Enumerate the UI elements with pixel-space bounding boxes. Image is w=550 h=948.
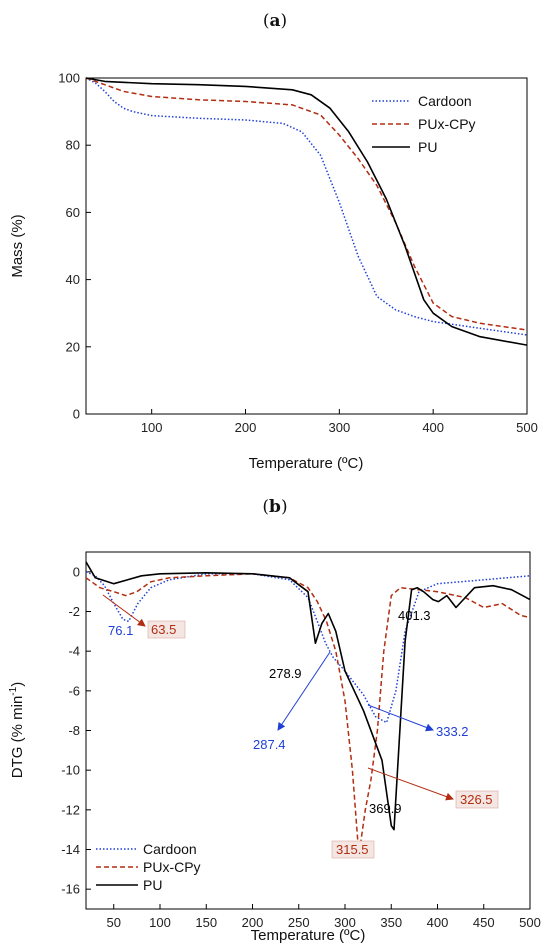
label-369-9: 369.9 [369,801,402,816]
x-tick-label-b: 350 [380,915,402,930]
arrow-287-4 [277,651,331,731]
legend-b: Cardoon PUx-CPy PU [96,841,201,893]
x-tick-label-a: 100 [141,420,163,435]
y-tick-label-b: -6 [68,683,80,698]
series-line-pux-cpy-a [85,77,528,331]
y-tick-label-b: 0 [73,564,80,579]
legend-b-pu-label: PU [143,877,162,893]
x-axis-title-a: Temperature (ºC) [249,455,364,472]
x-tick-label-b: 300 [334,915,356,930]
label-326-5: 326.5 [460,792,493,807]
label-63-5: 63.5 [151,622,176,637]
x-tick-label-a: 200 [235,420,257,435]
label-76-1: 76.1 [108,623,133,638]
y-tick-label-b: -4 [68,644,80,659]
x-tick-label-a: 300 [328,420,350,435]
series-line-cardoon-b [85,571,531,724]
legend-a-puxcpy-label: PUx-CPy [418,116,476,132]
x-tick-label-b: 500 [519,915,541,930]
plot-area-a [85,77,528,415]
label-278-9: 278.9 [269,666,302,681]
arrow-326-5 [367,767,454,801]
y-tick-label-a: 40 [66,272,80,287]
x-axis-title-b: Temperature (ºC) [251,927,366,944]
arrow-63-5 [102,594,146,627]
y-tick-label-b: -14 [61,842,80,857]
legend-b-puxcpy-label: PUx-CPy [143,859,201,875]
label-326-5-box [455,790,499,809]
series-line-cardoon-a [85,77,528,336]
y-tick-label-a: 100 [58,71,80,86]
label-287-4: 287.4 [253,737,286,752]
series-line-pu-a [85,77,528,346]
y-tick-label-a: 20 [66,339,80,354]
x-tick-label-b: 50 [107,915,121,930]
arrow-333-2 [367,704,434,732]
x-tick-label-b: 400 [427,915,449,930]
mass-chart: 100 200 300 400 500 0 20 40 60 80 100 Temperature… [9,71,538,473]
y-tick-label-b: -16 [61,882,80,897]
series-line-pu-b [85,561,531,831]
x-tick-label-b: 200 [242,915,264,930]
y-axis-title-a: Mass (%) [9,214,26,277]
x-tick-label-b: 250 [288,915,310,930]
y-tick-label-a: 0 [73,407,80,422]
y-tick-label-a: 80 [66,138,80,153]
y-axis-title-b: DTG (% min-1) [8,682,26,778]
label-315-5-box [331,840,375,859]
label-315-5: 315.5 [336,842,369,857]
panel-a-label: (a) [263,11,287,31]
legend-a: Cardoon PUx-CPy PU [372,93,476,155]
x-tick-label-a: 400 [422,420,444,435]
x-tick-label-b: 150 [195,915,217,930]
y-tick-label-b: -8 [68,723,80,738]
legend-a-pu-label: PU [418,139,437,155]
y-tick-label-a: 60 [66,205,80,220]
label-63-5-box [147,620,186,639]
y-tick-label-b: -10 [61,763,80,778]
label-333-2: 333.2 [436,724,469,739]
y-tick-label-b: -2 [68,604,80,619]
legend-a-cardoon-label: Cardoon [418,93,472,109]
legend-b-cardoon-label: Cardoon [143,841,197,857]
x-tick-label-a: 500 [516,420,538,435]
y-tick-label-b: -12 [61,802,80,817]
label-401-3: 401.3 [398,608,431,623]
dtg-chart: 50 100 150 200 250 300 350 400 450 500 0 -2 -4 -6 -8 -… [8,551,541,944]
panel-b-label: (b) [262,497,287,517]
series-line-pux-cpy-b [85,573,531,857]
x-tick-label-b: 100 [149,915,171,930]
x-tick-label-b: 450 [473,915,495,930]
